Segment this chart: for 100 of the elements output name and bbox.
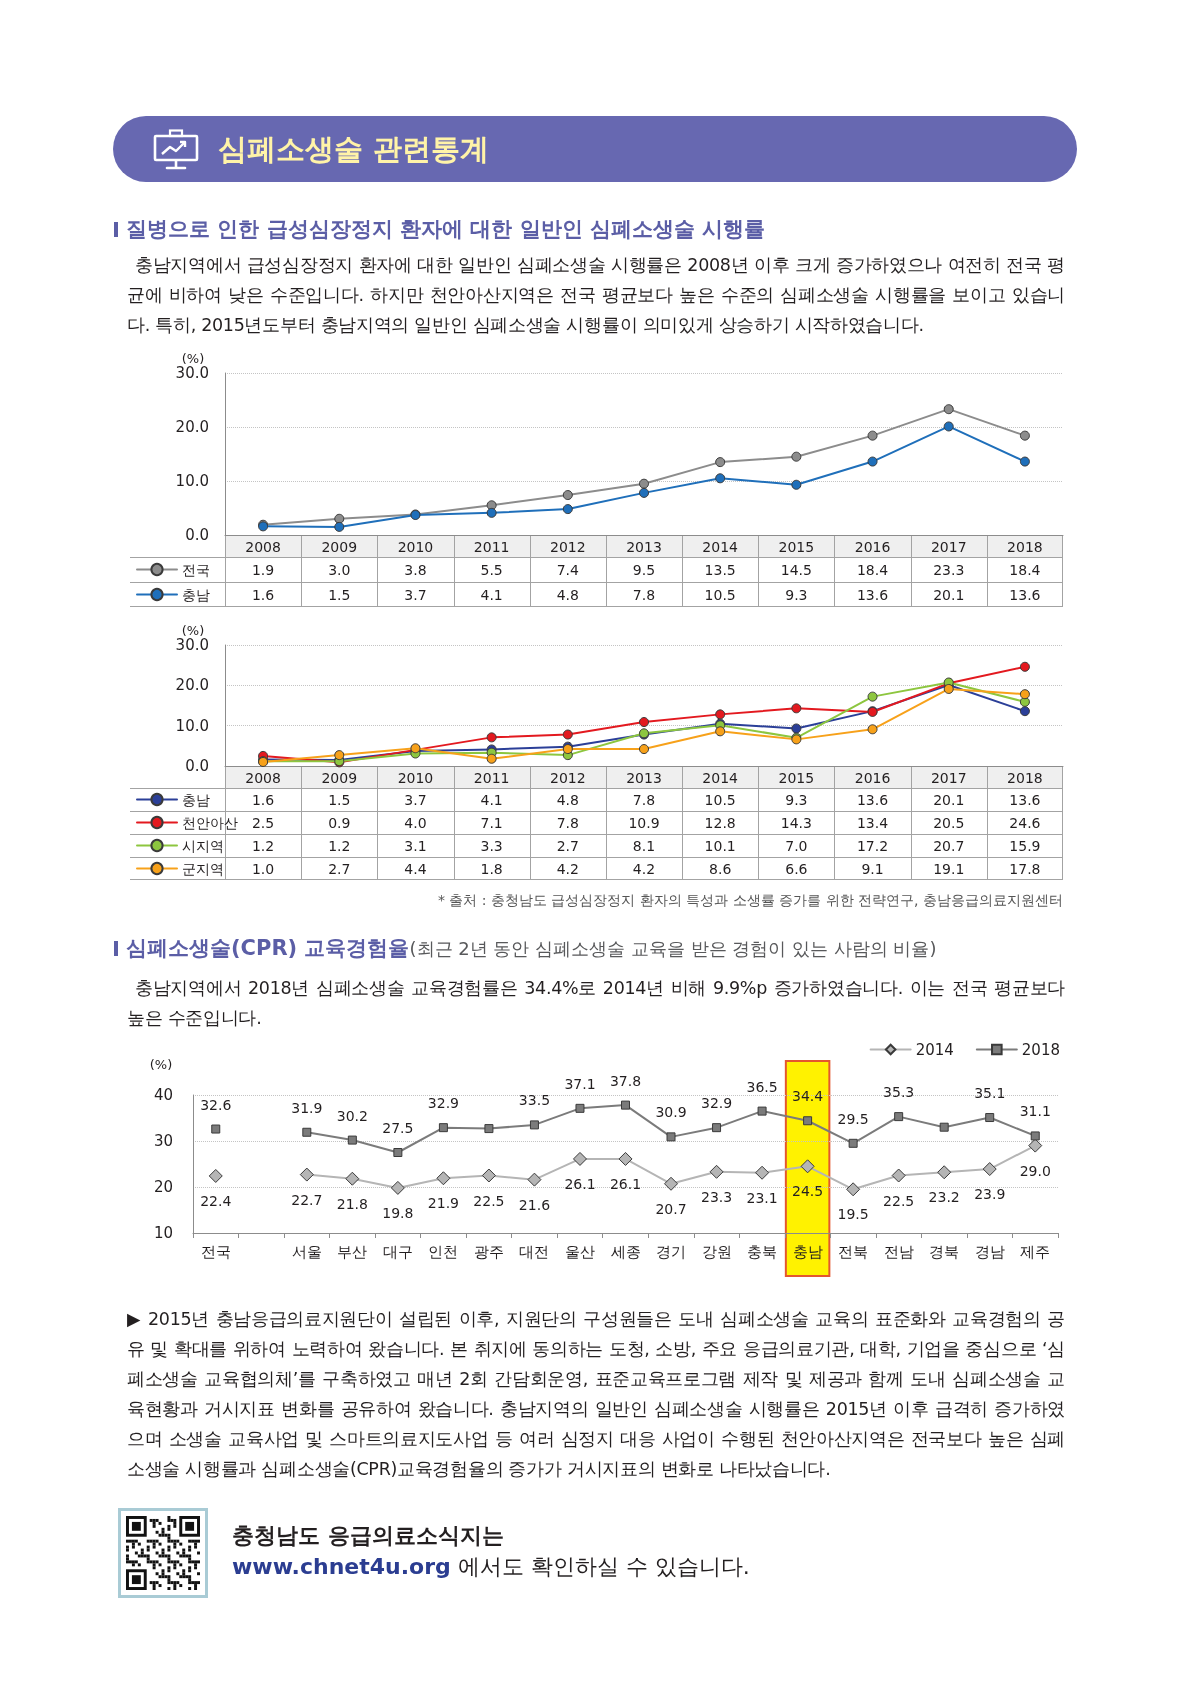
data-label: 7.4 bbox=[556, 562, 579, 578]
x-tick-label: 충북 bbox=[747, 1242, 778, 1261]
legend-label: 충남 bbox=[182, 586, 210, 603]
data-label: 23.3 bbox=[700, 1188, 733, 1205]
data-label: 2.5 bbox=[251, 815, 275, 831]
x-tick-label: 경남 bbox=[974, 1242, 1005, 1261]
data-label: 15.9 bbox=[1009, 838, 1041, 854]
x-tick-label: 2011 bbox=[473, 770, 510, 786]
data-label: 4.8 bbox=[556, 792, 579, 808]
chart-subtitle: (최근 2년 동안 심폐소생술 교육을 받은 경험이 있는 사람의 비율) bbox=[409, 938, 937, 959]
data-label: 30.2 bbox=[336, 1107, 368, 1124]
data-label: 8.6 bbox=[709, 861, 732, 877]
data-label: 1.2 bbox=[251, 838, 275, 854]
data-label: 21.8 bbox=[336, 1195, 368, 1212]
data-label: 18.4 bbox=[856, 562, 889, 578]
data-label: 3.7 bbox=[404, 792, 427, 808]
x-tick-label: 대전 bbox=[519, 1242, 550, 1261]
data-label: 1.2 bbox=[328, 838, 351, 854]
x-tick-label: 2008 bbox=[245, 539, 281, 555]
text: 에서도 확인하실 수 있습니다. bbox=[457, 1554, 750, 1579]
y-tick-label: 0.0 bbox=[185, 526, 209, 544]
legend-label: 천안아산 bbox=[182, 814, 238, 831]
data-label: 32.9 bbox=[700, 1095, 733, 1112]
y-tick-label: 0.0 bbox=[185, 757, 209, 775]
text: 충청남도 응급의료소식지는 bbox=[232, 1523, 504, 1548]
x-tick-label: 2018 bbox=[1007, 770, 1043, 786]
x-tick-label: 광주 bbox=[473, 1242, 504, 1261]
data-label: 17.2 bbox=[856, 838, 889, 854]
x-tick-label: 2018 bbox=[1007, 539, 1043, 555]
data-label: 4.2 bbox=[632, 861, 656, 877]
data-label: 30.9 bbox=[655, 1104, 687, 1121]
x-tick-label: 인천 bbox=[428, 1242, 459, 1261]
chart-subtitle: 질병으로 인한 급성심장정지 환자에 대한 일반인 심폐소생술 시행률 bbox=[126, 217, 766, 241]
data-label: 14.5 bbox=[780, 562, 812, 578]
legend-label: 2014 bbox=[915, 1040, 954, 1059]
data-label: 7.0 bbox=[785, 838, 808, 854]
data-label: 1.5 bbox=[328, 792, 351, 808]
text: ▶ 2015년 충남응급의료지원단이 설립된 이후, 지원단의 구성원들은 도내 심폐소생술 교육의 표준화와 교육경험의 공유 및 확대를 위하여 노력하여 왔습니다. 본 취지에 동의하는 도청, 소방, 주요 응급의료기관, 대학, 기업을 중심으로 ‘심폐소생술 교육협의체’를 구축하였고 매년 2회 간담회운영, 표준교육프로그램 제작 및 제공과 함께 도내 심폐소생술 교육현황과 거시지표 변화를 공유하여 왔습니다. 충남지역의 일반인 심폐소생술 시행률은 2015년 이후 급격히 증가하였으며 소생술 교육사업 및 스마트의료지도사업 등 여러 심정지 대응 사업이 수행된 천안아산지역은 전국보다 높은 심폐소생술 시행률과 심폐소생술(CPR)교육경험율의 증가가 거시지표의 변화로 나타났습니다. bbox=[127, 1308, 1065, 1481]
data-label: 27.5 bbox=[382, 1120, 414, 1136]
chart-title: 심폐소생술(CPR) 교육경험율 bbox=[126, 936, 410, 960]
y-tick-label: 10.0 bbox=[175, 472, 209, 490]
y-tick-label: 10 bbox=[153, 1224, 173, 1242]
data-label: 0.9 bbox=[328, 815, 351, 831]
y-tick-label: 10.0 bbox=[175, 716, 209, 735]
data-label: 35.3 bbox=[883, 1084, 915, 1101]
legend-label: 전국 bbox=[182, 561, 210, 578]
x-tick-label: 2015 bbox=[778, 770, 815, 786]
x-tick-label: 제주 bbox=[1020, 1242, 1051, 1261]
y-axis-title: (%) bbox=[181, 623, 205, 638]
x-tick-label: 부산 bbox=[337, 1242, 368, 1261]
data-label: 5.5 bbox=[480, 562, 503, 578]
data-label: 13.4 bbox=[856, 815, 889, 831]
x-tick-label: 2013 bbox=[626, 770, 662, 786]
data-label: 13.6 bbox=[1009, 587, 1041, 603]
data-label: 9.1 bbox=[861, 861, 884, 877]
data-label: 20.5 bbox=[933, 815, 965, 831]
x-tick-label: 2014 bbox=[702, 539, 739, 555]
legend-label: 군지역 bbox=[182, 860, 224, 877]
legend-label: 시지역 bbox=[182, 837, 224, 854]
data-label: 23.9 bbox=[974, 1186, 1006, 1203]
y-tick-label: 20.0 bbox=[175, 418, 209, 436]
data-label: 26.1 bbox=[564, 1175, 596, 1192]
text: * 출처 : 충청남도 급성심장정지 환자의 특성과 소생률 증가를 위한 전략연구, 충남응급의료지원센터 bbox=[437, 892, 1063, 908]
data-label: 20.7 bbox=[655, 1200, 687, 1217]
data-label: 35.1 bbox=[974, 1085, 1006, 1102]
x-tick-label: 세종 bbox=[610, 1242, 641, 1261]
data-label: 7.8 bbox=[556, 815, 579, 831]
data-label: 23.3 bbox=[933, 562, 965, 578]
data-label: 3.7 bbox=[404, 587, 427, 603]
x-tick-label: 전남 bbox=[883, 1242, 914, 1261]
data-label: 19.1 bbox=[933, 861, 965, 877]
data-label: 9.5 bbox=[632, 562, 656, 578]
data-label: 10.1 bbox=[704, 838, 736, 854]
data-label: 21.6 bbox=[518, 1196, 551, 1213]
data-label: 4.0 bbox=[404, 815, 427, 831]
data-label: 22.4 bbox=[200, 1192, 232, 1209]
x-tick-label: 강원 bbox=[701, 1242, 732, 1261]
data-label: 22.5 bbox=[883, 1192, 915, 1209]
data-label: 9.3 bbox=[785, 792, 808, 808]
data-label: 10.9 bbox=[628, 815, 660, 831]
data-label: 12.8 bbox=[704, 815, 736, 831]
data-label: 23.2 bbox=[928, 1189, 960, 1206]
data-label: 31.1 bbox=[1019, 1103, 1051, 1120]
data-label: 20.1 bbox=[933, 792, 965, 808]
data-label: 8.1 bbox=[632, 838, 656, 854]
data-label: 21.9 bbox=[427, 1195, 459, 1212]
x-tick-label: 2016 bbox=[854, 539, 891, 555]
data-label: 24.6 bbox=[1009, 815, 1041, 831]
data-label: 19.8 bbox=[382, 1204, 414, 1221]
x-tick-label: 2010 bbox=[397, 539, 434, 555]
data-label: 7.8 bbox=[632, 792, 656, 808]
data-label: 9.3 bbox=[785, 587, 808, 603]
x-tick-label: 경기 bbox=[656, 1242, 687, 1261]
legend-label: 충남 bbox=[182, 791, 210, 808]
x-tick-label: 2012 bbox=[550, 770, 586, 786]
data-label: 4.1 bbox=[480, 792, 503, 808]
x-tick-label: 2009 bbox=[321, 539, 358, 555]
data-label: 20.7 bbox=[933, 838, 965, 854]
data-label: 1.6 bbox=[251, 792, 275, 808]
y-axis-title: (%) bbox=[181, 351, 205, 366]
